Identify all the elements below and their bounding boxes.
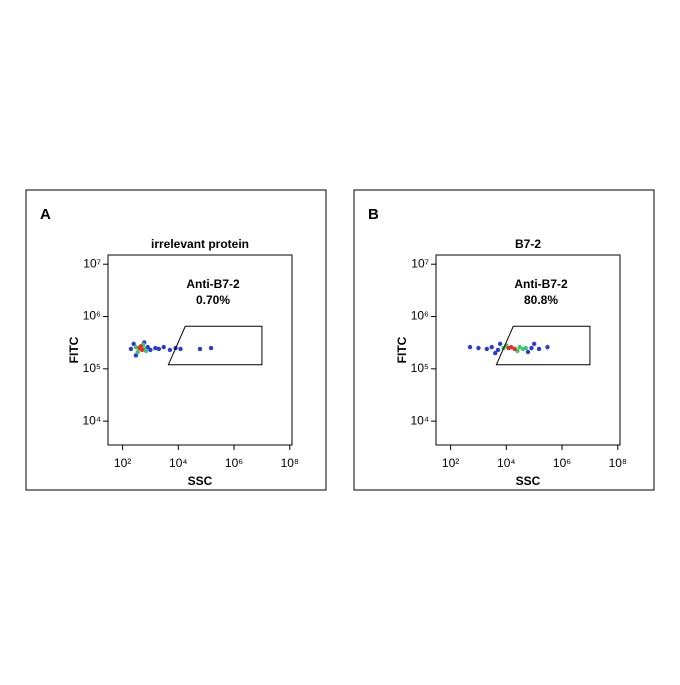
x-axis-label: SSC [516, 474, 541, 488]
event-dot [506, 345, 511, 351]
gate-name: Anti-B7-2 [514, 277, 568, 291]
x-tick-label: 10² [114, 456, 131, 470]
event-dot [489, 344, 494, 350]
y-tick-label: 10⁶ [411, 309, 429, 323]
y-tick-label: 10⁵ [83, 361, 101, 375]
event-dot [497, 341, 503, 347]
event-dot [139, 347, 145, 353]
x-tick-label: 10⁴ [169, 456, 188, 470]
event-dot [525, 349, 531, 355]
event-dot [133, 344, 139, 350]
event-dot [133, 353, 139, 358]
event-dot [161, 344, 166, 350]
chart-title: irrelevant protein [151, 237, 249, 251]
x-axis-label: SSC [188, 474, 213, 488]
panel-letter: A [40, 206, 51, 223]
x-tick-label: 10² [442, 456, 459, 470]
y-tick-label: 10⁴ [410, 413, 429, 427]
event-dot [143, 348, 149, 354]
chart-title: B7-2 [515, 237, 541, 251]
plot-area [435, 254, 621, 446]
x-tick-label: 10⁸ [281, 456, 299, 470]
event-dot [476, 345, 481, 351]
y-tick-label: 10⁶ [83, 309, 101, 323]
event-dot [197, 346, 203, 352]
y-axis-label: FITC [67, 336, 81, 363]
x-tick-label: 10⁸ [609, 456, 627, 470]
y-tick-label: 10⁷ [411, 256, 429, 270]
event-dot [167, 347, 173, 353]
x-tick-label: 10⁴ [497, 456, 516, 470]
event-dot [545, 344, 550, 350]
event-dot [156, 346, 162, 352]
event-dot [145, 344, 150, 350]
event-dot [531, 341, 537, 347]
y-tick-label: 10⁵ [411, 361, 429, 375]
event-dot [512, 346, 517, 352]
y-tick-label: 10⁷ [83, 256, 101, 270]
y-tick-label: 10⁴ [82, 413, 101, 427]
panel-letter: B [368, 206, 379, 223]
panel-frame [353, 189, 655, 491]
event-dot [493, 350, 498, 356]
x-tick-label: 10⁶ [553, 456, 571, 470]
y-axis-label: FITC [395, 336, 409, 363]
gate-percent: 80.8% [524, 293, 558, 307]
event-dot [135, 349, 140, 355]
event-dot [529, 345, 534, 351]
gate-name: Anti-B7-2 [186, 277, 240, 291]
x-tick-label: 10⁶ [225, 456, 243, 470]
event-dot [523, 345, 528, 351]
gate [495, 325, 591, 366]
event-dot [208, 345, 214, 351]
event-dot [128, 346, 134, 352]
event-dot [178, 346, 183, 352]
event-dot [153, 345, 158, 351]
event-dot [131, 341, 136, 347]
plot-area [107, 254, 293, 446]
event-dot [148, 347, 153, 353]
gate [167, 325, 263, 366]
event-dot [484, 346, 490, 352]
event-dot [467, 344, 473, 350]
gate-percent: 0.70% [196, 293, 230, 307]
event-dot [495, 347, 501, 353]
event-dot [138, 344, 143, 349]
panel-frame [25, 189, 327, 491]
event-dot [536, 346, 542, 352]
event-dot [517, 344, 522, 350]
